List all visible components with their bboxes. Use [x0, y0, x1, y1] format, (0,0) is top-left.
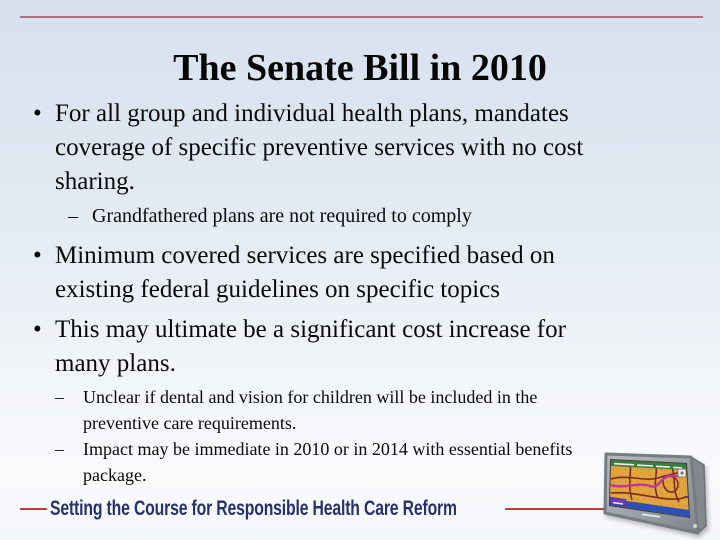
sub-bullet-item-1: – Grandfathered plans are not required t…: [0, 203, 700, 230]
dash-icon: –: [55, 439, 64, 459]
gps-device-graphic: +: [603, 452, 707, 535]
footer-slogan: Setting the Course for Responsible Healt…: [50, 497, 457, 520]
page-title: The Senate Bill in 2010: [173, 47, 547, 89]
dash-icon: –: [68, 205, 78, 227]
sub-bullet-item-2: – Unclear if dental and vision for child…: [0, 384, 700, 436]
bullet-dot-icon: •: [33, 242, 42, 269]
sub-bullet-item-3: – Impact may be immediate in 2010 or in …: [0, 436, 700, 488]
sub-bullet-text: Impact may be immediate in 2010 or in 20…: [83, 439, 573, 485]
gps-zoom-plus-button: [677, 468, 687, 478]
gps-power-button: [692, 523, 698, 529]
bullet-text: Minimum covered services are specified b…: [55, 242, 555, 303]
bullet-item-3: • This may ultimate be a significant cos…: [0, 313, 700, 381]
bullet-text: For all group and individual health plan…: [55, 100, 584, 195]
footer-banner: Setting the Course for Responsible Healt…: [20, 497, 605, 521]
gps-footer-text-mark: [642, 513, 660, 518]
gps-menu-button-text-mark: [613, 501, 623, 505]
gps-zoom-plus-label: +: [680, 471, 684, 478]
bullet-item-1: • For all group and individual health pl…: [0, 97, 700, 199]
bullet-text: This may ultimate be a significant cost …: [55, 316, 566, 377]
bullet-item-2: • Minimum covered services are specified…: [0, 239, 700, 307]
bullet-dot-icon: •: [33, 316, 42, 343]
gps-device-image: +: [600, 438, 710, 540]
top-divider-line: [20, 16, 703, 18]
bullet-dot-icon: •: [33, 100, 42, 127]
footer-divider-left: [20, 508, 47, 510]
gps-header-text-marks: [614, 462, 682, 469]
gps-footer-bar: [610, 498, 689, 517]
sub-bullet-text: Grandfathered plans are not required to …: [92, 205, 472, 227]
sub-bullet-text: Unclear if dental and vision for childre…: [83, 387, 538, 433]
footer-divider-right: [505, 508, 605, 510]
dash-icon: –: [55, 387, 64, 407]
gps-route-line: [610, 473, 687, 488]
